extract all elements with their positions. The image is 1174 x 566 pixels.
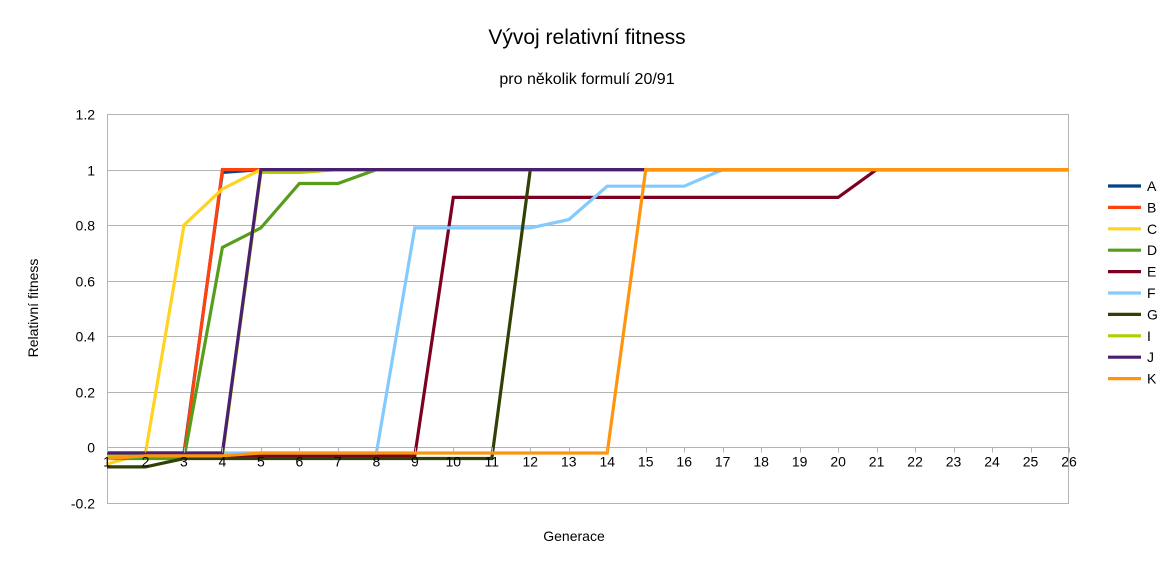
x-tick-label: 8	[372, 454, 380, 470]
legend-item: D	[1108, 242, 1157, 258]
legend-label: I	[1147, 328, 1151, 344]
y-tick-label: 0.6	[76, 274, 96, 290]
x-tick-label: 23	[946, 454, 962, 470]
series-line-k	[106, 168, 1069, 461]
series-line-f	[107, 168, 1069, 455]
series-line-c	[106, 168, 1069, 466]
x-tick-label: 16	[676, 454, 692, 470]
x-tick-label: 17	[715, 454, 731, 470]
legend-item: K	[1108, 371, 1157, 387]
x-tick-label: 14	[599, 454, 615, 470]
y-tick-label: 0	[87, 440, 95, 456]
series-lines	[106, 168, 1069, 469]
legend-label: G	[1147, 306, 1158, 322]
x-tick-label: 6	[296, 454, 304, 470]
x-tick-label: 5	[257, 454, 265, 470]
y-axis-label: Relativní fitness	[25, 259, 41, 358]
legend-item: G	[1108, 306, 1158, 322]
legend-label: A	[1147, 178, 1157, 194]
x-tick-label: 7	[334, 454, 342, 470]
chart-subtitle: pro několik formulí 20/91	[499, 71, 674, 88]
x-tick-label: 19	[792, 454, 808, 470]
x-tick-label: 4	[219, 454, 227, 470]
legend-label: B	[1147, 199, 1156, 215]
legend-label: K	[1147, 371, 1157, 387]
y-tick-label: 1.2	[76, 107, 96, 123]
series-line-b	[107, 168, 1069, 458]
y-axis-ticks: 1.2 1 0.8 0.6 0.4 0.2 0 -0.2	[71, 107, 95, 512]
y-tick-label: 0.2	[76, 385, 96, 401]
series-line-d	[107, 168, 1069, 461]
x-tick-label: 24	[984, 454, 1000, 470]
series-line-g	[107, 168, 1069, 469]
x-tick-label: 20	[830, 454, 846, 470]
x-tick-label: 15	[638, 454, 654, 470]
x-tick-label: 3	[180, 454, 188, 470]
x-tick-label: 18	[753, 454, 769, 470]
legend-item: B	[1108, 199, 1156, 215]
legend-label: E	[1147, 264, 1156, 280]
legend-item: I	[1108, 328, 1151, 344]
x-tick-label: 1	[103, 454, 111, 470]
series-line-i	[107, 168, 1069, 458]
series-line-j	[107, 168, 1069, 455]
x-tick-label: 10	[446, 454, 462, 470]
x-tick-label: 21	[869, 454, 885, 470]
series-line-e	[107, 168, 1069, 458]
legend-item: C	[1108, 221, 1157, 237]
y-tick-label: 0.4	[76, 329, 96, 345]
legend-item: A	[1108, 178, 1157, 194]
grid	[107, 114, 1069, 504]
y-tick-label: 0.8	[76, 218, 96, 234]
legend-item: J	[1108, 349, 1154, 365]
legend-label: D	[1147, 242, 1157, 258]
x-tick-label: 11	[485, 454, 500, 470]
y-tick-label: -0.2	[71, 496, 95, 512]
x-tick-label: 2	[142, 454, 150, 470]
x-axis-label: Generace	[543, 528, 605, 544]
legend-label: F	[1147, 285, 1156, 301]
legend-item: F	[1108, 285, 1156, 301]
x-tick-label: 9	[411, 454, 419, 470]
x-tick-label: 22	[907, 454, 923, 470]
x-tick-label: 12	[522, 454, 538, 470]
x-tick-label: 13	[561, 454, 577, 470]
x-tick-label: 25	[1023, 454, 1039, 470]
series-line-a	[107, 168, 1069, 455]
legend-label: C	[1147, 221, 1157, 237]
x-tick-label: 26	[1061, 454, 1077, 470]
x-axis-ticks: 1 2 3 4 5 6 7 8 9 10 11 12 13 14 15 16 17 18 19 20 21 22 23 24 2…	[103, 447, 1077, 470]
chart-title: Vývoj relativní fitness	[488, 26, 685, 49]
legend-item: E	[1108, 264, 1156, 280]
legend-label: J	[1147, 349, 1154, 365]
y-tick-label: 1	[87, 163, 95, 179]
